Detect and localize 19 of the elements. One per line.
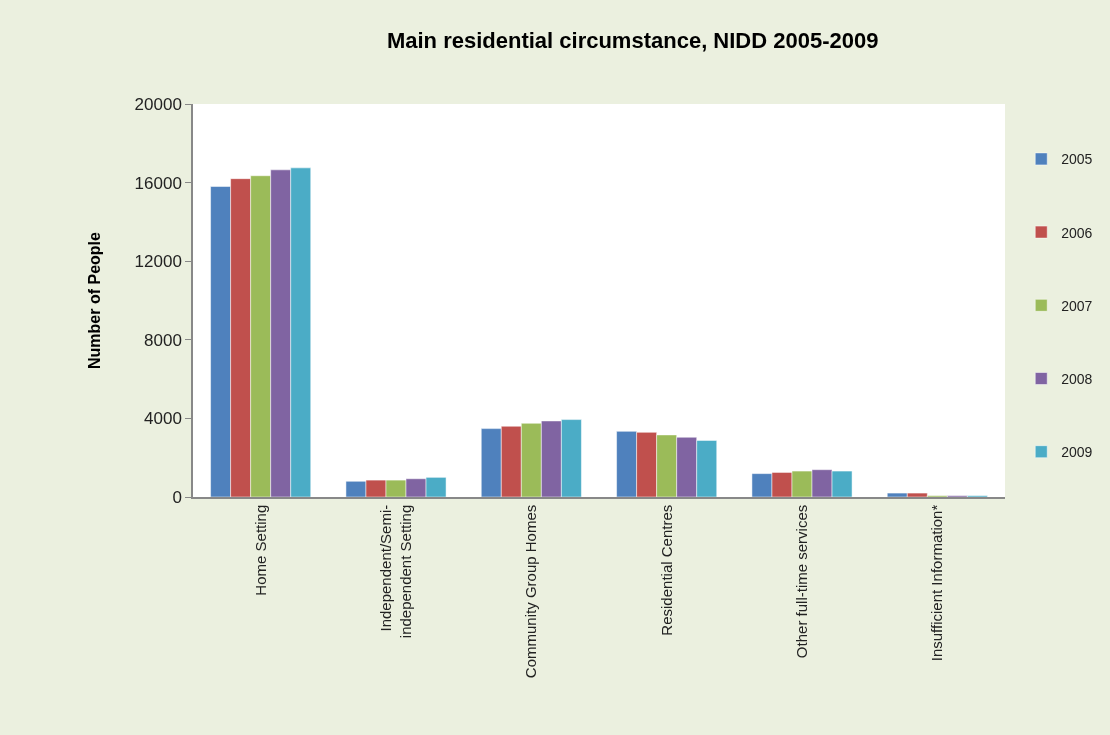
y-tick-label: 20000 [134, 94, 182, 114]
x-tick-label: Residential Centres [657, 504, 675, 636]
legend-label: 2005 [1061, 151, 1093, 168]
legend-label: 2009 [1061, 444, 1093, 461]
legend-label: 2006 [1061, 224, 1093, 241]
x-tick-label: Other full-time services [792, 504, 810, 659]
x-tick-label: Independent/Semi-independent Setting [377, 504, 414, 639]
legend-label: 2007 [1061, 297, 1093, 314]
y-tick-label: 16000 [134, 173, 182, 193]
legend-label: 2008 [1061, 370, 1093, 387]
x-tick-label: Home Setting [251, 504, 269, 596]
y-axis-title: Number of People [85, 231, 103, 369]
y-tick-label: 0 [172, 487, 182, 507]
x-tick-label: Community Group Homes [522, 504, 540, 679]
y-tick-label: 12000 [134, 252, 182, 272]
y-tick-label: 4000 [144, 409, 182, 429]
x-tick-label: Insufficient Information* [928, 504, 946, 662]
chart-title: Main residential circumstance, NIDD 2005-2009 [386, 28, 879, 54]
y-tick-label: 8000 [144, 330, 182, 350]
